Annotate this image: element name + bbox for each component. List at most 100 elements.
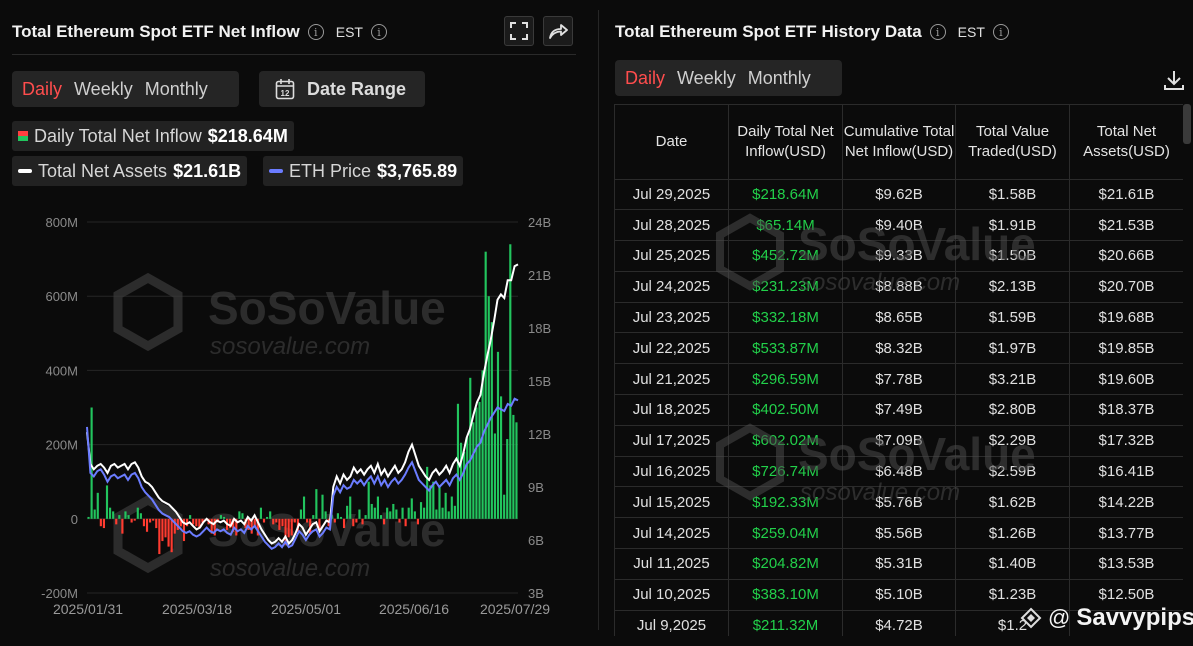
inflow-bar[interactable] bbox=[112, 511, 115, 519]
column-header-value-traded[interactable]: Total Value Traded(USD) bbox=[955, 105, 1070, 180]
inflow-bar[interactable] bbox=[139, 513, 142, 519]
inflow-bar[interactable] bbox=[389, 511, 392, 519]
tab-daily[interactable]: Daily bbox=[625, 67, 666, 88]
inflow-bar[interactable] bbox=[241, 513, 244, 519]
inflow-bar[interactable] bbox=[383, 518, 386, 525]
inflow-bar[interactable] bbox=[281, 518, 284, 527]
inflow-chart[interactable]: SoSoValuesosovalue.comSoSoValuesosovalue… bbox=[0, 200, 588, 620]
inflow-bar[interactable] bbox=[419, 502, 423, 519]
fullscreen-icon[interactable] bbox=[504, 16, 534, 46]
inflow-bar[interactable] bbox=[512, 414, 515, 519]
tab-monthly[interactable]: Monthly bbox=[144, 78, 208, 99]
inflow-bar[interactable] bbox=[475, 407, 478, 519]
inflow-bar[interactable] bbox=[472, 422, 475, 519]
inflow-bar[interactable] bbox=[179, 518, 182, 527]
inflow-bar[interactable] bbox=[213, 518, 216, 536]
inflow-bar[interactable] bbox=[493, 433, 496, 519]
inflow-bar[interactable] bbox=[192, 518, 195, 525]
inflow-bar[interactable] bbox=[155, 518, 158, 529]
inflow-bar[interactable] bbox=[269, 511, 272, 519]
inflow-bar[interactable] bbox=[182, 518, 186, 542]
inflow-bar[interactable] bbox=[299, 509, 303, 519]
legend-eth[interactable]: ETH Price $3,765.89 bbox=[263, 156, 464, 186]
legend-inflow[interactable]: Daily Total Net Inflow $218.64M bbox=[12, 121, 294, 151]
inflow-bar[interactable] bbox=[315, 489, 318, 519]
inflow-bar[interactable] bbox=[515, 422, 518, 519]
inflow-bar[interactable] bbox=[410, 498, 413, 519]
inflow-bar[interactable] bbox=[195, 518, 198, 527]
inflow-bar[interactable] bbox=[235, 518, 238, 536]
inflow-bar[interactable] bbox=[342, 518, 346, 529]
inflow-bar[interactable] bbox=[373, 507, 376, 519]
inflow-bar[interactable] bbox=[453, 505, 456, 519]
column-header-net-assets[interactable]: Total Net Assets(USD) bbox=[1069, 105, 1183, 180]
inflow-bar[interactable] bbox=[407, 507, 410, 519]
inflow-bar[interactable] bbox=[361, 518, 364, 525]
inflow-bar[interactable] bbox=[170, 518, 173, 553]
inflow-bar[interactable] bbox=[219, 515, 222, 519]
inflow-bar[interactable] bbox=[90, 407, 93, 519]
inflow-bar[interactable] bbox=[370, 503, 373, 519]
inflow-bar[interactable] bbox=[253, 518, 256, 527]
inflow-bar[interactable] bbox=[435, 509, 438, 519]
inflow-bar[interactable] bbox=[404, 518, 407, 527]
column-header-daily-inflow[interactable]: Daily Total Net Inflow(USD) bbox=[728, 105, 843, 180]
inflow-bar[interactable] bbox=[99, 518, 102, 527]
inflow-bar[interactable] bbox=[478, 401, 481, 519]
column-header-cumulative-inflow[interactable]: Cumulative Total Net Inflow(USD) bbox=[842, 105, 956, 180]
inflow-bar[interactable] bbox=[152, 518, 155, 521]
inflow-bar[interactable] bbox=[185, 518, 189, 527]
inflow-bar[interactable] bbox=[167, 518, 170, 547]
inflow-bar[interactable] bbox=[379, 515, 383, 519]
inflow-bar[interactable] bbox=[432, 481, 435, 519]
inflow-bar[interactable] bbox=[423, 507, 426, 519]
inflow-bar[interactable] bbox=[438, 485, 441, 519]
column-header-date[interactable]: Date bbox=[614, 105, 729, 180]
inflow-bar[interactable] bbox=[93, 509, 96, 519]
inflow-bar[interactable] bbox=[413, 511, 416, 519]
inflow-bar[interactable] bbox=[444, 492, 447, 519]
inflow-bar[interactable] bbox=[102, 518, 105, 529]
inflow-bar[interactable] bbox=[459, 442, 463, 519]
inflow-bar[interactable] bbox=[222, 516, 226, 519]
inflow-bar[interactable] bbox=[349, 496, 352, 519]
inflow-bar[interactable] bbox=[386, 507, 389, 519]
inflow-bar[interactable] bbox=[210, 518, 213, 534]
inflow-bar[interactable] bbox=[262, 518, 266, 523]
inflow-bar[interactable] bbox=[487, 296, 490, 519]
inflow-bar[interactable] bbox=[352, 518, 355, 527]
info-icon[interactable]: i bbox=[370, 24, 387, 40]
inflow-bar[interactable] bbox=[309, 518, 312, 534]
inflow-bar[interactable] bbox=[339, 516, 343, 519]
inflow-bar[interactable] bbox=[367, 481, 370, 519]
inflow-bar[interactable] bbox=[173, 518, 176, 534]
inflow-bar[interactable] bbox=[469, 377, 472, 519]
date-range-button[interactable]: 12 Date Range bbox=[259, 71, 425, 107]
inflow-bar[interactable] bbox=[105, 485, 109, 519]
inflow-bar[interactable] bbox=[287, 518, 290, 538]
inflow-bar[interactable] bbox=[256, 518, 259, 536]
inflow-bar[interactable] bbox=[201, 518, 204, 523]
tab-weekly[interactable]: Weekly bbox=[74, 78, 133, 99]
inflow-bar[interactable] bbox=[189, 515, 192, 519]
download-icon[interactable] bbox=[1162, 68, 1186, 92]
inflow-bar[interactable] bbox=[324, 511, 327, 519]
inflow-bar[interactable] bbox=[149, 518, 152, 523]
table-scrollbar[interactable] bbox=[1183, 104, 1191, 144]
inflow-bar[interactable] bbox=[321, 494, 324, 519]
info-icon[interactable]: i bbox=[307, 24, 324, 40]
inflow-bar[interactable] bbox=[115, 518, 118, 525]
inflow-bar[interactable] bbox=[136, 507, 139, 519]
info-icon[interactable]: i bbox=[992, 24, 1009, 40]
inflow-bar[interactable] bbox=[158, 518, 161, 555]
inflow-bar[interactable] bbox=[247, 518, 250, 530]
inflow-bar[interactable] bbox=[259, 507, 263, 519]
inflow-bar[interactable] bbox=[490, 322, 493, 519]
inflow-bar[interactable] bbox=[429, 485, 432, 519]
inflow-bar[interactable] bbox=[109, 507, 112, 519]
inflow-bar[interactable] bbox=[142, 518, 146, 527]
inflow-bar[interactable] bbox=[161, 518, 164, 542]
inflow-bar[interactable] bbox=[96, 492, 99, 519]
inflow-bar[interactable] bbox=[145, 518, 149, 532]
inflow-bar[interactable] bbox=[238, 511, 241, 519]
